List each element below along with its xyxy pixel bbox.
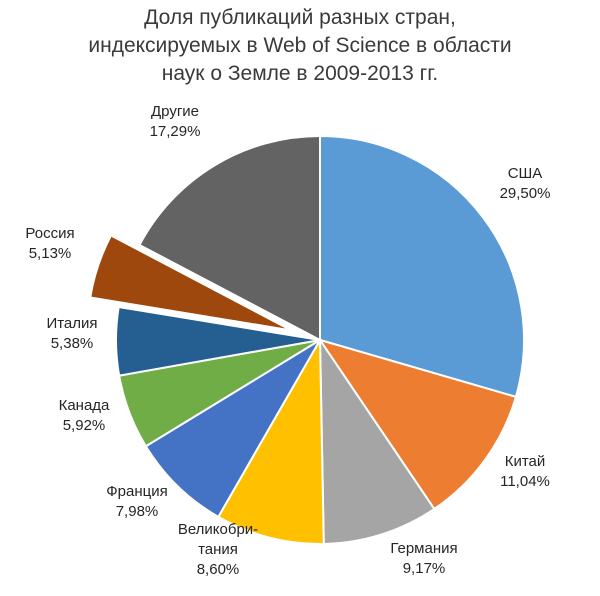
slice-label-5: Канада 5,92%	[59, 397, 110, 434]
pie-slice-4	[144, 339, 321, 519]
slice-category-label: США	[508, 165, 543, 182]
pie-slice-7	[89, 234, 293, 332]
slice-label-8: Другие 17,29%	[150, 103, 201, 140]
pie-slice-6	[115, 305, 321, 377]
slice-category-label: Другие	[151, 103, 199, 120]
pie-labels: США 29,50% Китай 11,04% Германия 9,17% Великоб…	[25, 103, 550, 578]
slice-value-label: 5,38%	[51, 335, 94, 352]
slice-category-label: Канада	[59, 397, 110, 414]
slice-value-label: 29,50%	[500, 185, 551, 202]
pie-slice-8	[138, 134, 321, 342]
pie-slice-3	[216, 336, 325, 545]
slice-label-2: Германия 9,17%	[390, 540, 457, 577]
slice-category-label: Германия	[390, 540, 457, 557]
chart-title-line-1: Доля публикаций разных стран,	[144, 6, 456, 29]
chart-title-line-2: индексируемых в Web of Science в области	[88, 34, 512, 57]
slice-value-label: 11,04%	[500, 473, 550, 490]
pie-slice-2	[318, 336, 436, 545]
slice-label-6: Италия 5,38%	[46, 315, 97, 352]
slice-category-label: Италия	[46, 315, 97, 332]
slice-label-4: Франция 7,98%	[106, 483, 167, 520]
slice-value-label: 17,29%	[150, 123, 201, 140]
slice-category-label: Китай	[505, 453, 546, 470]
pie-slices	[89, 134, 525, 545]
slice-value-label: 8,60%	[197, 561, 240, 578]
slice-category-label: Великобри-	[178, 521, 258, 538]
slice-category-label: Франция	[106, 483, 167, 500]
chart-title: Доля публикаций разных стран, индексируе…	[0, 4, 600, 88]
slice-label-7: Россия 5,13%	[25, 225, 74, 262]
slice-value-label: 9,17%	[403, 560, 446, 577]
slice-category-label: Россия	[25, 225, 74, 242]
slice-value-label: 5,92%	[63, 417, 106, 434]
slice-value-label: 7,98%	[116, 503, 159, 520]
slice-category-label: тания	[198, 541, 238, 558]
slice-label-3: Великобри-тания 8,60%	[178, 521, 258, 578]
pie-slice-1	[317, 338, 518, 511]
pie-slice-0	[319, 134, 525, 399]
chart-title-line-3: наук о Земле в 2009-2013 гг.	[161, 62, 439, 85]
slice-value-label: 5,13%	[29, 245, 72, 262]
slice-label-1: Китай 11,04%	[500, 453, 550, 490]
slice-label-0: США 29,50%	[500, 165, 551, 202]
